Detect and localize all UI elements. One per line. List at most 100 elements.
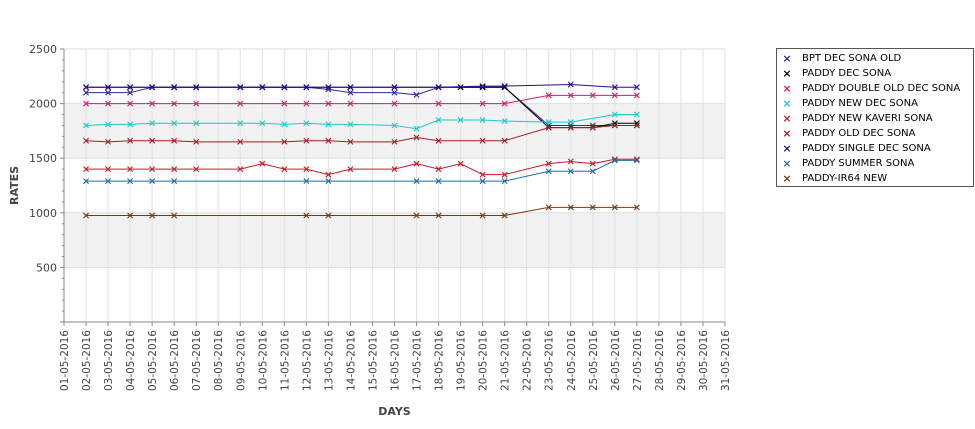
- data-point: [611, 111, 618, 118]
- data-point: [611, 84, 618, 91]
- data-point: [347, 121, 354, 128]
- data-point: [457, 116, 464, 123]
- x-tick-label: 01-05-2016: [59, 330, 71, 391]
- data-point: [479, 137, 486, 144]
- legend-label: PADDY DOUBLE OLD DEC SONA: [802, 83, 961, 94]
- legend-label: PADDY OLD DEC SONA: [802, 128, 916, 139]
- data-point: [303, 84, 310, 91]
- data-point: [479, 84, 486, 91]
- data-point: [149, 137, 156, 144]
- x-tick-label: 15-05-2016: [367, 330, 379, 391]
- data-point: [83, 122, 90, 129]
- data-point: [83, 89, 90, 96]
- data-point: [501, 83, 508, 90]
- data-point: [391, 100, 398, 107]
- data-point: [127, 121, 134, 128]
- data-point: [479, 178, 486, 185]
- data-point: [413, 212, 420, 219]
- data-point: [303, 212, 310, 219]
- data-point: [171, 84, 178, 91]
- data-point: [435, 84, 442, 91]
- data-point: [545, 168, 552, 175]
- x-tick-label: 31-05-2016: [720, 330, 732, 391]
- series: [83, 111, 640, 132]
- data-point: [193, 100, 200, 107]
- data-point: [303, 100, 310, 107]
- data-point: [479, 171, 486, 178]
- x-tick-label: 07-05-2016: [191, 330, 203, 391]
- legend-marker: ×: [782, 142, 792, 155]
- data-point: [105, 100, 112, 107]
- data-point: [567, 158, 574, 165]
- legend-item: × PADDY NEW KAVERI SONA: [777, 112, 973, 127]
- data-point: [127, 84, 134, 91]
- data-point: [435, 137, 442, 144]
- data-point: [259, 84, 266, 91]
- data-point: [193, 84, 200, 91]
- x-tick-label: 20-05-2016: [478, 330, 490, 391]
- data-point: [237, 138, 244, 145]
- data-point: [149, 100, 156, 107]
- data-point: [171, 166, 178, 173]
- data-point: [105, 84, 112, 91]
- data-point: [237, 84, 244, 91]
- data-point: [83, 137, 90, 144]
- data-point: [435, 100, 442, 107]
- data-point: [193, 138, 200, 145]
- data-point: [413, 125, 420, 132]
- legend-marker: ×: [782, 112, 792, 125]
- data-point: [611, 204, 618, 211]
- data-point: [501, 100, 508, 107]
- x-tick-label: 06-05-2016: [169, 330, 181, 391]
- data-point: [149, 166, 156, 173]
- data-point: [545, 119, 552, 126]
- data-point: [325, 121, 332, 128]
- legend-item: × PADDY DOUBLE OLD DEC SONA: [777, 82, 973, 97]
- x-tick-label: 08-05-2016: [213, 330, 225, 391]
- x-tick-label: 23-05-2016: [544, 330, 556, 391]
- legend-marker: ×: [782, 157, 792, 170]
- data-point: [281, 138, 288, 145]
- data-point: [391, 166, 398, 173]
- data-point: [347, 100, 354, 107]
- data-point: [545, 204, 552, 211]
- x-tick-label: 10-05-2016: [257, 330, 269, 391]
- data-point: [479, 83, 486, 90]
- series: [83, 81, 640, 91]
- series: [83, 92, 640, 107]
- data-point: [303, 120, 310, 127]
- data-point: [237, 100, 244, 107]
- y-tick-label: 1500: [29, 152, 57, 165]
- data-point: [633, 92, 640, 99]
- data-point: [545, 124, 552, 131]
- data-point: [347, 166, 354, 173]
- data-point: [501, 178, 508, 185]
- legend-item: × PADDY OLD DEC SONA: [777, 127, 973, 142]
- data-point: [589, 124, 596, 131]
- gridlines: [63, 48, 726, 322]
- data-point: [171, 137, 178, 144]
- data-point: [611, 92, 618, 99]
- data-point: [105, 178, 112, 185]
- data-point: [193, 120, 200, 127]
- data-point: [391, 84, 398, 91]
- x-tick-label: 18-05-2016: [434, 330, 446, 391]
- legend-item: × BPT DEC SONA OLD: [777, 52, 973, 67]
- series-line: [86, 94, 637, 105]
- data-point: [479, 116, 486, 123]
- x-tick-label: 04-05-2016: [125, 330, 137, 391]
- data-point: [149, 84, 156, 91]
- data-point: [391, 122, 398, 129]
- y-tick-label: 1000: [29, 207, 57, 220]
- data-point: [105, 166, 112, 173]
- data-point: [237, 166, 244, 173]
- x-tick-label: 21-05-2016: [500, 330, 512, 391]
- data-point: [589, 160, 596, 167]
- legend-label: PADDY DEC SONA: [802, 68, 892, 79]
- data-point: [325, 178, 332, 185]
- data-point: [567, 204, 574, 211]
- data-point: [391, 89, 398, 96]
- legend-item: × PADDY SUMMER SONA: [777, 157, 973, 172]
- x-tick-label: 22-05-2016: [522, 330, 534, 391]
